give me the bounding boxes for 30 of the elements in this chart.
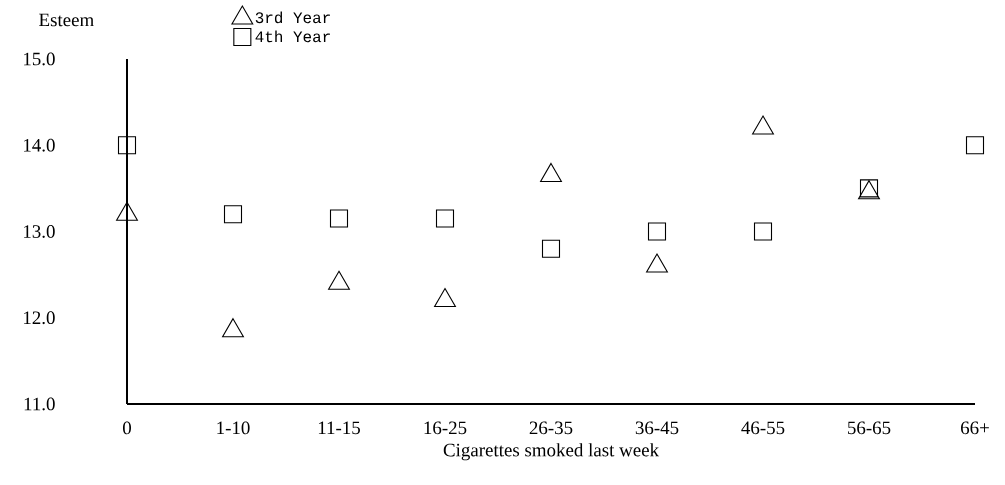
y-axis-title: Esteem bbox=[39, 13, 94, 27]
x-axis-title: Cigarettes smoked last week bbox=[443, 443, 660, 461]
point bbox=[647, 222, 667, 241]
y-tick-label: 11.0 bbox=[24, 397, 55, 411]
x-tick-label: 11-15 bbox=[318, 421, 360, 435]
point bbox=[329, 209, 349, 228]
point bbox=[117, 136, 137, 155]
x-tick-label: 26-35 bbox=[529, 421, 573, 435]
x-tick-label: 1-10 bbox=[217, 421, 250, 435]
point bbox=[965, 136, 985, 155]
x-tick-label: 16-25 bbox=[424, 421, 467, 435]
point bbox=[434, 287, 456, 308]
x-tick-label: 46-55 bbox=[741, 421, 785, 435]
point bbox=[223, 205, 243, 224]
point bbox=[435, 209, 455, 228]
legend-label: 4th Year bbox=[255, 30, 330, 43]
y-tick-label: 14.0 bbox=[24, 138, 55, 152]
x-tick-label: 56-65 bbox=[848, 421, 891, 435]
y-tick-label: 15.0 bbox=[24, 52, 55, 66]
y-tick-label: 12.0 bbox=[24, 311, 55, 325]
y-tick-label: 13.0 bbox=[24, 225, 55, 238]
point bbox=[541, 239, 561, 258]
x-tick-label: 36-45 bbox=[635, 421, 679, 435]
point bbox=[646, 253, 668, 273]
x-tick-label: 66+ bbox=[961, 421, 989, 435]
point bbox=[753, 222, 773, 241]
x-tick-label: 0 bbox=[122, 421, 131, 435]
point bbox=[328, 270, 350, 290]
point bbox=[222, 318, 244, 338]
legend-label: 3rd Year bbox=[255, 11, 330, 24]
